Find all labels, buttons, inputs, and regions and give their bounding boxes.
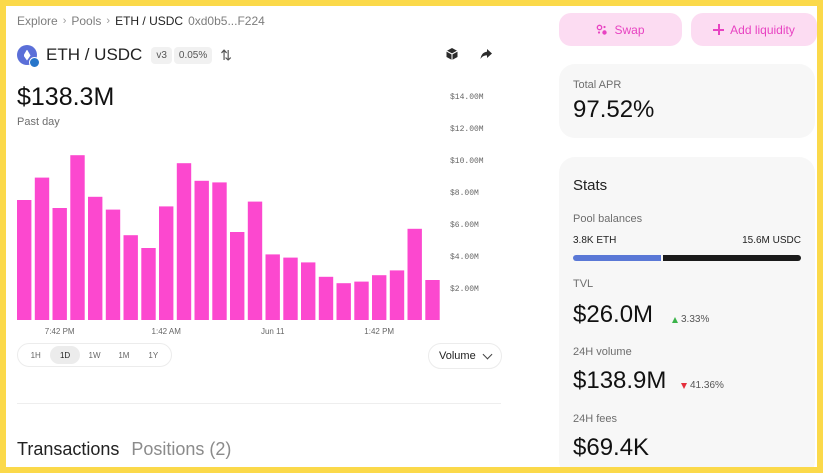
y-tick-label: $2.00M: [450, 285, 479, 294]
swap-icon: [597, 24, 608, 35]
fees-24h-label: 24H fees: [573, 413, 618, 425]
chart-bar[interactable]: [17, 200, 32, 320]
tvl-label: TVL: [573, 278, 594, 290]
chart-bar[interactable]: [88, 196, 103, 320]
volume-24h-label: 24H volume: [573, 346, 632, 358]
y-tick-label: $14.00M: [450, 93, 484, 102]
chart-bar[interactable]: [301, 262, 316, 320]
range-option-1h[interactable]: 1H: [30, 350, 41, 360]
y-tick-label: $10.00M: [450, 157, 484, 166]
stats-card: Stats Pool balances 3.8K ETH 15.6M USDC …: [559, 157, 815, 467]
arrow-down-icon: [681, 382, 687, 389]
chart-bar[interactable]: [336, 283, 351, 320]
pool-pair-name: ETH / USDC: [46, 45, 143, 64]
divider: [17, 403, 501, 404]
chart-bar[interactable]: [283, 257, 298, 320]
chart-bar[interactable]: [176, 163, 192, 320]
chart-bar[interactable]: [123, 235, 138, 320]
volume-bar-chart-svg: $14.00M $12.00M $10.00M $8.00M $6.00M $4.00M $…: [17, 93, 484, 336]
plus-icon: [713, 24, 725, 35]
pool-balances-label: Pool balances: [573, 213, 643, 225]
y-tick-label: $8.00M: [450, 189, 479, 198]
time-range-selector: 1H 1D 1W 1M 1Y: [17, 343, 172, 367]
stats-title: Stats: [573, 177, 608, 194]
volume-24h-change: 41.36%: [681, 380, 724, 391]
x-tick-label: 1:42 AM: [152, 327, 182, 336]
volume-chart[interactable]: $14.00M $12.00M $10.00M $8.00M $6.00M $4.00M $…: [6, 86, 506, 336]
tab-positions[interactable]: Positions (2): [131, 439, 232, 459]
range-option-1w[interactable]: 1W: [88, 350, 101, 360]
pool-balances: 3.8K ETH 15.6M USDC: [573, 235, 801, 246]
chart-bar[interactable]: [318, 276, 334, 320]
chart-bar[interactable]: [105, 209, 121, 320]
chart-metric-value: Volume: [439, 350, 476, 362]
chart-bar[interactable]: [70, 155, 85, 320]
chart-bar[interactable]: [372, 275, 387, 320]
fees-24h-value: $69.4K: [573, 434, 650, 461]
range-option-1m[interactable]: 1M: [118, 350, 130, 360]
volume-period: Past day: [17, 116, 60, 128]
apr-label: Total APR: [573, 79, 622, 91]
fee-badge: 0.05%: [173, 46, 213, 64]
range-option-1y[interactable]: 1Y: [148, 350, 159, 360]
range-option-1d[interactable]: 1D: [50, 346, 80, 364]
chart-bar[interactable]: [265, 254, 280, 320]
version-badge: v3: [151, 46, 172, 64]
tvl-value: $26.0M: [573, 301, 654, 328]
volume-24h-value: $138.9M: [573, 367, 667, 394]
pool-balance-bar: [573, 255, 801, 261]
pool-page: Explore › Pools › ETH / USDC 0xd0b5...F2…: [6, 6, 817, 467]
chart-metric-select[interactable]: Volume: [428, 343, 502, 369]
x-tick-label: Jun 11: [261, 327, 285, 336]
chart-bar[interactable]: [52, 208, 67, 320]
add-liquidity-button[interactable]: Add liquidity: [691, 13, 817, 46]
chart-bar[interactable]: [389, 270, 405, 320]
chart-bar[interactable]: [34, 177, 50, 320]
tvl-change: 3.33%: [672, 314, 709, 325]
volume-24h-change-value: 41.36%: [690, 380, 724, 391]
eth-token-icon: [17, 45, 40, 68]
usdc-token-icon: [29, 57, 40, 68]
breadcrumb-pools[interactable]: Pools: [71, 14, 102, 28]
swap-button-label: Swap: [614, 22, 645, 37]
y-tick-label: $6.00M: [450, 221, 479, 230]
pool-header: ETH / USDC v3 0.05% ⇅: [17, 44, 232, 68]
y-tick-label: $4.00M: [450, 253, 479, 262]
chart-bar[interactable]: [354, 281, 369, 320]
chevron-right-icon: ›: [106, 15, 111, 27]
arrow-up-icon: [672, 316, 678, 323]
apr-card: Total APR 97.52%: [559, 64, 815, 138]
chart-bar[interactable]: [159, 206, 174, 320]
breadcrumb-current-pool: ETH / USDC: [115, 14, 184, 28]
chart-bar[interactable]: [141, 248, 156, 320]
chart-bar[interactable]: [247, 201, 263, 320]
chevron-down-icon: [482, 349, 493, 360]
volume-total: $138.3M: [17, 83, 115, 111]
breadcrumb-explore[interactable]: Explore: [17, 14, 58, 28]
pool-tabs: Transactions Positions (2): [17, 439, 231, 460]
breadcrumb: Explore › Pools › ETH / USDC 0xd0b5...F2…: [17, 14, 265, 28]
tvl-change-value: 3.33%: [681, 314, 710, 325]
chart-bar[interactable]: [230, 232, 245, 320]
chart-bar[interactable]: [212, 182, 227, 320]
swap-button[interactable]: Swap: [559, 13, 682, 46]
balance-bar-usdc-segment: [663, 255, 801, 261]
tab-transactions[interactable]: Transactions: [17, 439, 120, 459]
apr-value: 97.52%: [573, 96, 655, 123]
y-tick-label: $12.00M: [450, 125, 484, 134]
balance-bar-eth-segment: [573, 255, 661, 261]
x-tick-label: 7:42 PM: [45, 327, 75, 336]
chart-bar[interactable]: [425, 280, 440, 320]
chevron-right-icon: ›: [62, 15, 67, 27]
chart-bar[interactable]: [407, 228, 422, 320]
chart-bar[interactable]: [194, 180, 209, 320]
etherscan-icon[interactable]: [444, 46, 460, 62]
balance-usdc: 15.6M USDC: [742, 235, 801, 246]
add-liquidity-label: Add liquidity: [730, 22, 795, 37]
x-tick-label: 1:42 PM: [364, 327, 394, 336]
share-icon[interactable]: [478, 46, 494, 62]
pool-address[interactable]: 0xd0b5...F224: [188, 14, 265, 28]
balance-eth: 3.8K ETH: [573, 235, 617, 246]
swap-arrows-icon[interactable]: ⇅: [220, 46, 232, 63]
